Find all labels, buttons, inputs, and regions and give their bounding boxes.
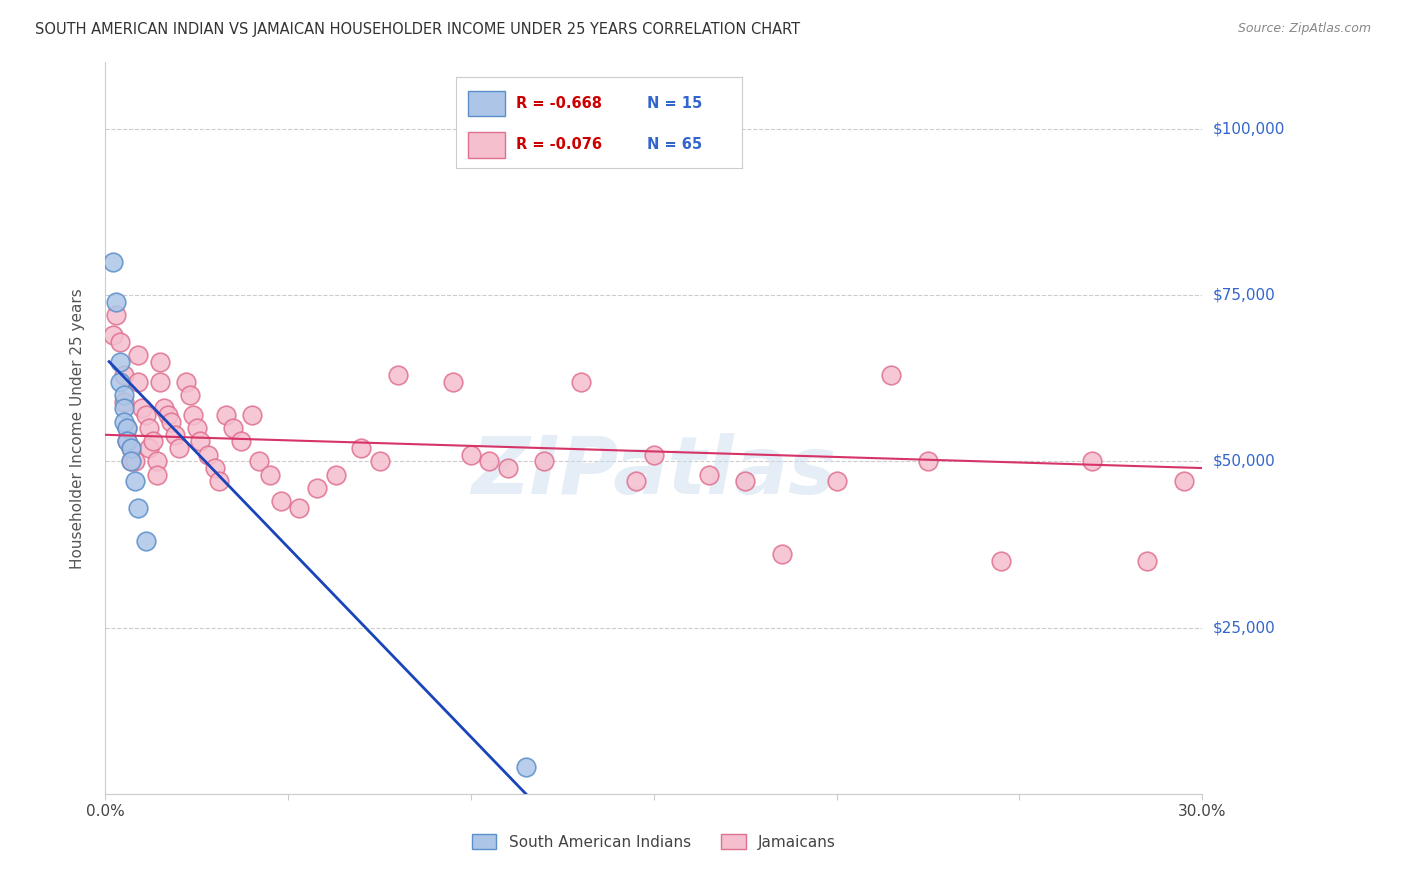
Point [149,375,172,389]
Point [112,368,135,382]
Point [1173,475,1195,489]
Point [368,454,391,468]
Point [624,475,647,489]
Point [307,481,329,495]
Point [105,308,128,322]
Point [697,467,720,482]
Point [240,408,263,422]
Point [127,500,149,515]
Point [117,421,139,435]
Point [460,448,482,462]
Point [387,368,409,382]
Point [179,388,201,402]
Point [112,394,135,409]
Text: $75,000: $75,000 [1213,288,1277,302]
Point [127,375,149,389]
Point [163,427,186,442]
Point [108,334,131,349]
Point [108,375,131,389]
Point [515,760,537,774]
Point [145,467,167,482]
Point [181,408,204,422]
Point [120,454,142,468]
Point [149,354,172,368]
Point [174,375,197,389]
Point [124,475,146,489]
Text: $100,000: $100,000 [1213,121,1285,136]
Point [153,401,176,416]
Point [142,434,165,449]
Point [270,494,292,508]
Point [120,454,142,468]
Point [825,475,848,489]
Point [101,328,124,343]
Point [1136,554,1159,568]
Point [167,441,190,455]
Point [259,467,281,482]
Point [215,408,238,422]
Point [496,461,519,475]
Point [117,421,139,435]
Point [160,415,183,429]
Point [1081,454,1104,468]
Point [478,454,501,468]
Point [569,375,592,389]
Point [120,441,142,455]
Point [350,441,373,455]
Text: ZIPatlas: ZIPatlas [471,433,837,511]
Text: $25,000: $25,000 [1213,620,1277,635]
Point [112,401,135,416]
Point [186,421,208,435]
Point [112,415,135,429]
Point [990,554,1012,568]
Point [120,441,142,455]
Y-axis label: Householder Income Under 25 years: Householder Income Under 25 years [70,288,84,568]
Point [190,434,212,449]
Point [643,448,665,462]
Point [127,348,149,362]
Point [533,454,555,468]
Point [112,388,135,402]
Point [135,408,157,422]
Point [135,534,157,549]
Text: $50,000: $50,000 [1213,454,1277,469]
Point [917,454,939,468]
Point [101,255,124,269]
Point [138,441,160,455]
Point [145,454,167,468]
Point [325,467,347,482]
Point [770,548,793,562]
Point [131,401,153,416]
Point [124,454,146,468]
Point [105,294,128,309]
Point [247,454,270,468]
Point [222,421,245,435]
Point [229,434,252,449]
Point [156,408,179,422]
Text: SOUTH AMERICAN INDIAN VS JAMAICAN HOUSEHOLDER INCOME UNDER 25 YEARS CORRELATION : SOUTH AMERICAN INDIAN VS JAMAICAN HOUSEH… [35,22,800,37]
Point [197,448,219,462]
Point [208,475,231,489]
Point [880,368,903,382]
Point [138,421,160,435]
Legend: South American Indians, Jamaicans: South American Indians, Jamaicans [465,828,842,855]
Point [734,475,756,489]
Point [108,354,131,368]
Point [204,461,226,475]
Point [441,375,464,389]
Point [117,434,139,449]
Point [117,434,139,449]
Point [288,500,311,515]
Text: Source: ZipAtlas.com: Source: ZipAtlas.com [1237,22,1371,36]
